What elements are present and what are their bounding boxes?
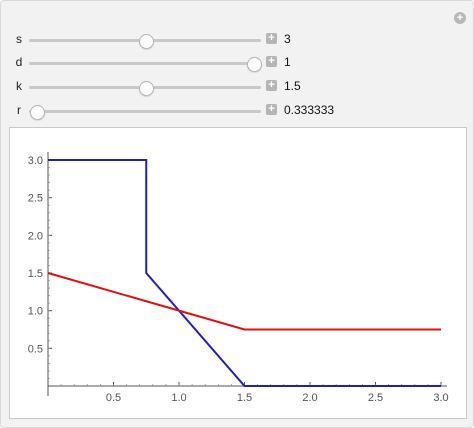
series-line-1 xyxy=(48,159,441,387)
y-tick-label: 2.5 xyxy=(28,193,43,205)
control-label-r: r xyxy=(17,103,21,117)
control-label-d: d xyxy=(15,55,23,69)
slider-d[interactable] xyxy=(29,57,262,72)
x-tick-label: 2.5 xyxy=(368,392,383,404)
slider-s[interactable] xyxy=(29,34,261,49)
expand-r-icon[interactable]: + xyxy=(266,104,277,115)
series-line-2 xyxy=(47,272,441,331)
x-tick-label: 3.0 xyxy=(433,392,448,404)
control-row-d: d + 1 xyxy=(1,53,474,73)
y-tick-label: 2.0 xyxy=(28,230,43,242)
slider-k[interactable] xyxy=(29,81,261,96)
y-tick-label: 0.5 xyxy=(28,343,43,355)
slider-thumb-r[interactable] xyxy=(30,105,45,120)
slider-thumb-d[interactable] xyxy=(247,57,262,72)
y-tick-label: 1.0 xyxy=(28,306,43,318)
x-tick-label: 2.0 xyxy=(302,392,317,404)
slider-r[interactable] xyxy=(29,105,261,120)
line-chart: 0.5 1.0 1.5 2.0 2.5 3.0 0.5 1.0 1.5 2.0 2.5 3.0 xyxy=(28,152,449,404)
expand-k-icon[interactable]: + xyxy=(266,80,277,91)
expand-d-icon[interactable]: + xyxy=(266,56,277,67)
control-row-k: k + 1.5 xyxy=(1,77,474,97)
x-tick-label: 1.0 xyxy=(171,392,186,404)
x-tick-label: 1.5 xyxy=(237,392,252,404)
control-row-r: r + 0.333333 xyxy=(1,101,474,121)
slider-thumb-k[interactable] xyxy=(139,81,154,96)
control-label-k: k xyxy=(16,79,22,93)
add-icon[interactable]: + xyxy=(454,12,466,24)
control-value-d: 1 xyxy=(284,55,291,69)
control-row-s: s + 3 xyxy=(1,30,474,50)
plot-area: 0.5 1.0 1.5 2.0 2.5 3.0 0.5 1.0 1.5 2.0 2.5 3.0 xyxy=(9,127,467,419)
y-tick-label: 1.5 xyxy=(28,268,43,280)
control-value-r: 0.333333 xyxy=(284,103,335,117)
y-tick-label: 3.0 xyxy=(28,155,43,167)
control-label-s: s xyxy=(16,32,22,46)
control-value-s: 3 xyxy=(284,32,291,46)
slider-thumb-s[interactable] xyxy=(139,34,154,49)
x-tick-label: 0.5 xyxy=(106,392,121,404)
expand-s-icon[interactable]: + xyxy=(266,33,277,44)
control-value-k: 1.5 xyxy=(284,79,301,93)
